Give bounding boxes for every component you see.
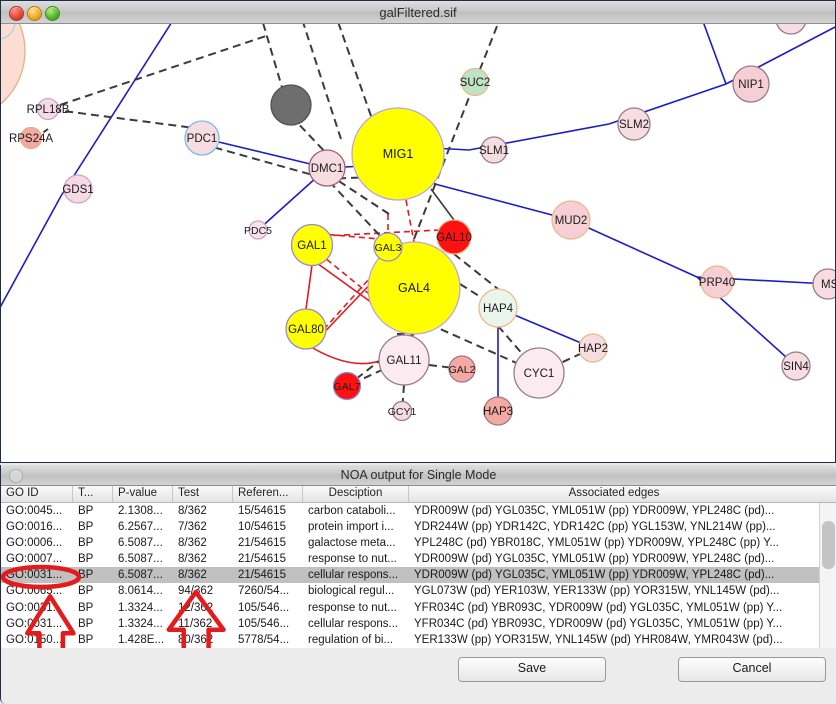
svg-text:SIN4: SIN4 [783, 361, 809, 373]
svg-text:GAL4: GAL4 [398, 281, 430, 295]
svg-text:MUD2: MUD2 [555, 215, 588, 227]
svg-text:GAL2: GAL2 [449, 364, 476, 376]
svg-text:HAP4: HAP4 [483, 303, 514, 315]
svg-text:PDC1: PDC1 [187, 133, 218, 145]
svg-text:DMC1: DMC1 [311, 163, 344, 175]
svg-text:SLM2: SLM2 [619, 119, 649, 131]
svg-text:GAL3: GAL3 [375, 242, 402, 254]
svg-text:SLM1: SLM1 [479, 145, 509, 157]
svg-text:GDS1: GDS1 [62, 184, 93, 196]
svg-text:GAL11: GAL11 [387, 355, 422, 367]
svg-text:GAL7: GAL7 [334, 381, 361, 393]
svg-text:RPS24A: RPS24A [9, 133, 53, 145]
svg-text:GAL80: GAL80 [288, 324, 324, 336]
svg-text:RPL18B: RPL18B [27, 104, 70, 116]
svg-text:MSI: MSI [821, 279, 836, 291]
svg-text:NIP1: NIP1 [738, 79, 764, 91]
svg-text:GAL1: GAL1 [297, 240, 326, 252]
svg-text:HAP3: HAP3 [483, 406, 513, 418]
svg-text:MIG1: MIG1 [383, 147, 414, 161]
svg-text:GCY1: GCY1 [388, 406, 417, 418]
svg-text:SUC2: SUC2 [460, 77, 491, 89]
svg-text:GAL10: GAL10 [436, 232, 472, 244]
svg-text:PDC5: PDC5 [244, 225, 272, 237]
svg-text:PRP40: PRP40 [699, 277, 735, 289]
svg-text:HAP2: HAP2 [578, 343, 608, 355]
svg-text:CYC1: CYC1 [524, 368, 555, 380]
